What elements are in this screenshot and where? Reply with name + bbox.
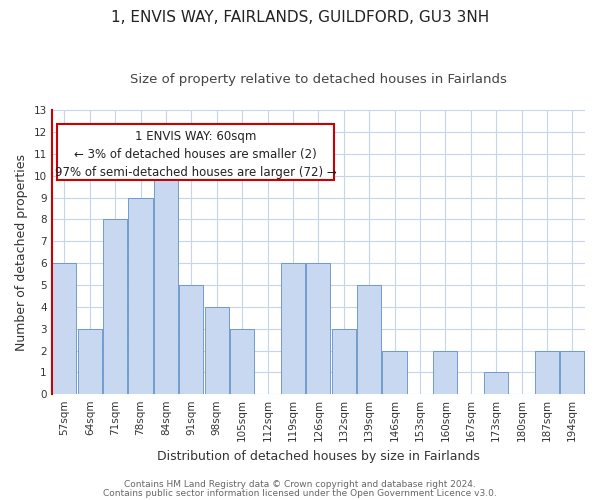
Text: 1, ENVIS WAY, FAIRLANDS, GUILDFORD, GU3 3NH: 1, ENVIS WAY, FAIRLANDS, GUILDFORD, GU3 … (111, 10, 489, 25)
Bar (205, 307, 229, 394)
Bar (306, 263, 331, 394)
Bar (281, 263, 305, 394)
Bar (535, 350, 559, 394)
Bar (382, 350, 407, 394)
Title: Size of property relative to detached houses in Fairlands: Size of property relative to detached ho… (130, 72, 507, 86)
Text: 1 ENVIS WAY: 60sqm: 1 ENVIS WAY: 60sqm (135, 130, 256, 143)
Text: Contains public sector information licensed under the Open Government Licence v3: Contains public sector information licen… (103, 489, 497, 498)
Bar (357, 285, 381, 394)
Text: 97% of semi-detached houses are larger (72) →: 97% of semi-detached houses are larger (… (55, 166, 337, 178)
Text: Contains HM Land Registry data © Crown copyright and database right 2024.: Contains HM Land Registry data © Crown c… (124, 480, 476, 489)
Bar (154, 154, 178, 394)
Bar (230, 328, 254, 394)
Bar (128, 198, 152, 394)
Y-axis label: Number of detached properties: Number of detached properties (15, 154, 28, 350)
Bar (52, 263, 76, 394)
Bar (560, 350, 584, 394)
Bar (484, 372, 508, 394)
Bar (179, 285, 203, 394)
X-axis label: Distribution of detached houses by size in Fairlands: Distribution of detached houses by size … (157, 450, 480, 462)
Bar (77, 328, 102, 394)
Bar (332, 328, 356, 394)
Bar (103, 220, 127, 394)
Bar (433, 350, 457, 394)
FancyBboxPatch shape (57, 124, 334, 180)
Text: ← 3% of detached houses are smaller (2): ← 3% of detached houses are smaller (2) (74, 148, 317, 161)
